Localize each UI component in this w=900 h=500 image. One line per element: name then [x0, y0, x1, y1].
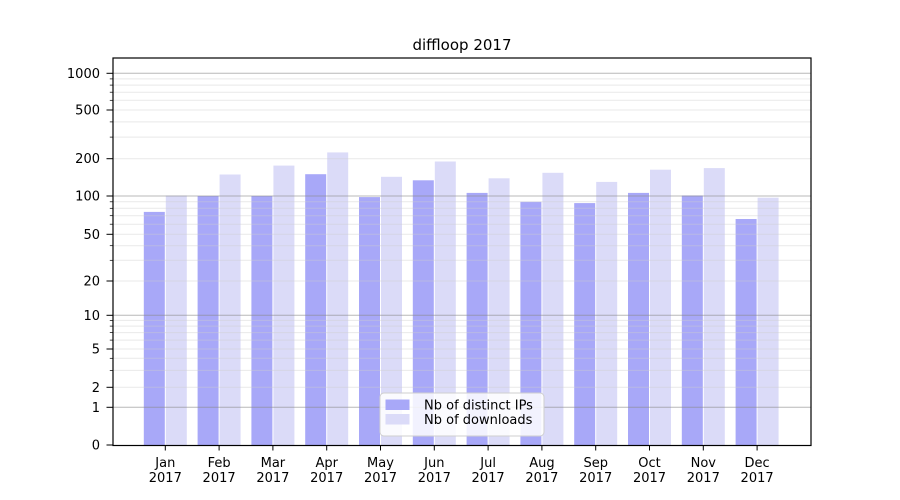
x-tick-label-year: 2017 — [633, 471, 666, 486]
legend-label-downloads: Nb of downloads — [424, 413, 533, 428]
x-tick-label-year: 2017 — [256, 471, 289, 486]
x-tick-label-month: Nov — [691, 456, 717, 471]
bar-distinct-ips — [143, 211, 165, 446]
bar-downloads — [650, 169, 671, 446]
y-tick-label: 50 — [83, 228, 100, 243]
x-tick-label-month: Jul — [479, 456, 496, 471]
bar-downloads — [327, 152, 349, 446]
legend-label-distinct-ips: Nb of distinct IPs — [424, 399, 533, 414]
x-tick-label-year: 2017 — [525, 471, 558, 486]
bar-distinct-ips — [735, 219, 757, 446]
x-tick-label-month: Jun — [423, 456, 444, 471]
bar-downloads — [596, 181, 618, 446]
legend: Nb of distinct IPs Nb of downloads — [379, 392, 545, 437]
bar-downloads — [488, 178, 510, 446]
bar-distinct-ips — [628, 192, 649, 446]
y-tick-label: 5 — [92, 343, 100, 358]
y-tick-label: 1 — [92, 401, 100, 416]
bar-distinct-ips — [681, 195, 703, 446]
bar-distinct-ips — [251, 196, 273, 446]
plot-frame — [112, 57, 812, 447]
bar-distinct-ips — [412, 180, 434, 446]
x-tick-label-year: 2017 — [364, 471, 397, 486]
bar-downloads — [703, 168, 725, 446]
bar-distinct-ips — [359, 197, 380, 446]
x-tick-label-month: Aug — [529, 456, 554, 471]
grid-layer — [113, 72, 811, 408]
axes-layer: 01251020501002005001000Jan2017Feb2017Mar… — [67, 67, 774, 486]
bar-downloads — [381, 176, 402, 446]
y-tick-label: 20 — [83, 275, 100, 290]
bar-downloads — [165, 195, 187, 446]
x-tick-label-month: Apr — [315, 456, 338, 471]
legend-swatch-distinct-ips-icon — [385, 399, 410, 410]
y-tick-label: 500 — [75, 104, 100, 119]
bar-distinct-ips — [197, 196, 219, 446]
y-tick-label: 0 — [92, 439, 100, 454]
y-tick-label: 200 — [75, 152, 100, 167]
x-tick-label-month: Sep — [583, 456, 608, 471]
bar-downloads — [434, 161, 456, 446]
x-tick-label-year: 2017 — [203, 471, 236, 486]
chart-title: diffloop 2017 — [412, 36, 511, 54]
legend-box — [379, 392, 545, 437]
x-tick-label-year: 2017 — [687, 471, 720, 486]
bar-distinct-ips — [520, 201, 542, 446]
bar-downloads — [273, 165, 295, 446]
y-tick-label: 100 — [75, 190, 100, 205]
legend-swatch-downloads-icon — [385, 414, 410, 425]
bar-distinct-ips — [305, 174, 327, 446]
y-tick-label: 2 — [92, 381, 100, 396]
y-tick-label: 1000 — [67, 67, 100, 82]
bar-distinct-ips — [466, 192, 488, 446]
bar-downloads — [757, 197, 779, 446]
x-tick-label-year: 2017 — [741, 471, 774, 486]
bar-distinct-ips — [574, 203, 596, 446]
x-tick-label-year: 2017 — [418, 471, 451, 486]
x-tick-label-year: 2017 — [310, 471, 343, 486]
x-tick-label-month: May — [367, 456, 394, 471]
x-tick-label-month: Oct — [638, 456, 660, 471]
x-tick-label-month: Jan — [154, 456, 175, 471]
x-tick-label-month: Dec — [745, 456, 770, 471]
x-tick-label-year: 2017 — [579, 471, 612, 486]
y-tick-label: 10 — [83, 309, 100, 324]
bars-layer — [143, 152, 779, 446]
x-tick-label-month: Mar — [261, 456, 286, 471]
bar-downloads — [219, 174, 241, 446]
x-tick-label-year: 2017 — [472, 471, 505, 486]
x-tick-label-year: 2017 — [149, 471, 182, 486]
x-tick-label-month: Feb — [208, 456, 231, 471]
bar-downloads — [542, 172, 564, 446]
